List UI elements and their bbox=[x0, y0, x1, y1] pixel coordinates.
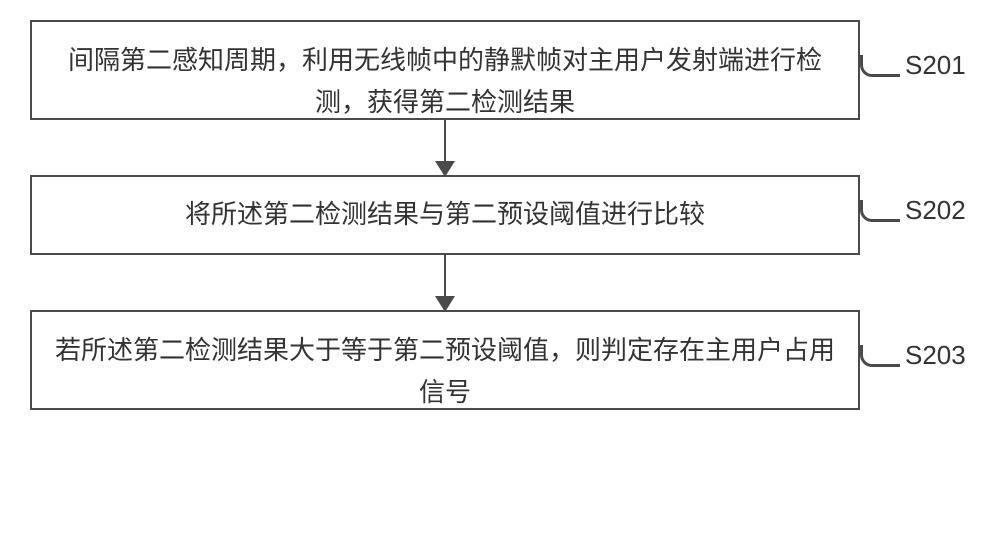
step-box-s201: 间隔第二感知周期，利用无线帧中的静默帧对主用户发射端进行检测，获得第二检测结果 bbox=[30, 20, 860, 120]
step-group-1: 间隔第二感知周期，利用无线帧中的静默帧对主用户发射端进行检测，获得第二检测结果 … bbox=[30, 20, 970, 120]
connector-s203 bbox=[860, 345, 900, 367]
step-group-3: 若所述第二检测结果大于等于第二预设阈值，则判定存在主用户占用信号 S203 bbox=[30, 310, 970, 410]
step-label-s201: S201 bbox=[905, 50, 966, 81]
step-box-s202: 将所述第二检测结果与第二预设阈值进行比较 bbox=[30, 175, 860, 255]
arrow-2 bbox=[30, 255, 860, 310]
step-text-s201: 间隔第二感知周期，利用无线帧中的静默帧对主用户发射端进行检测，获得第二检测结果 bbox=[68, 46, 822, 117]
step-label-s202: S202 bbox=[905, 195, 966, 226]
step-text-s202: 将所述第二检测结果与第二预设阈值进行比较 bbox=[185, 194, 705, 236]
connector-s202 bbox=[860, 200, 900, 222]
step-box-s203: 若所述第二检测结果大于等于第二预设阈值，则判定存在主用户占用信号 bbox=[30, 310, 860, 410]
connector-s201 bbox=[860, 55, 900, 77]
flowchart-container: 间隔第二感知周期，利用无线帧中的静默帧对主用户发射端进行检测，获得第二检测结果 … bbox=[30, 20, 970, 410]
step-label-s203: S203 bbox=[905, 340, 966, 371]
step-text-s203: 若所述第二检测结果大于等于第二预设阈值，则判定存在主用户占用信号 bbox=[55, 336, 835, 407]
step-group-2: 将所述第二检测结果与第二预设阈值进行比较 S202 bbox=[30, 175, 970, 255]
arrow-1 bbox=[30, 120, 860, 175]
